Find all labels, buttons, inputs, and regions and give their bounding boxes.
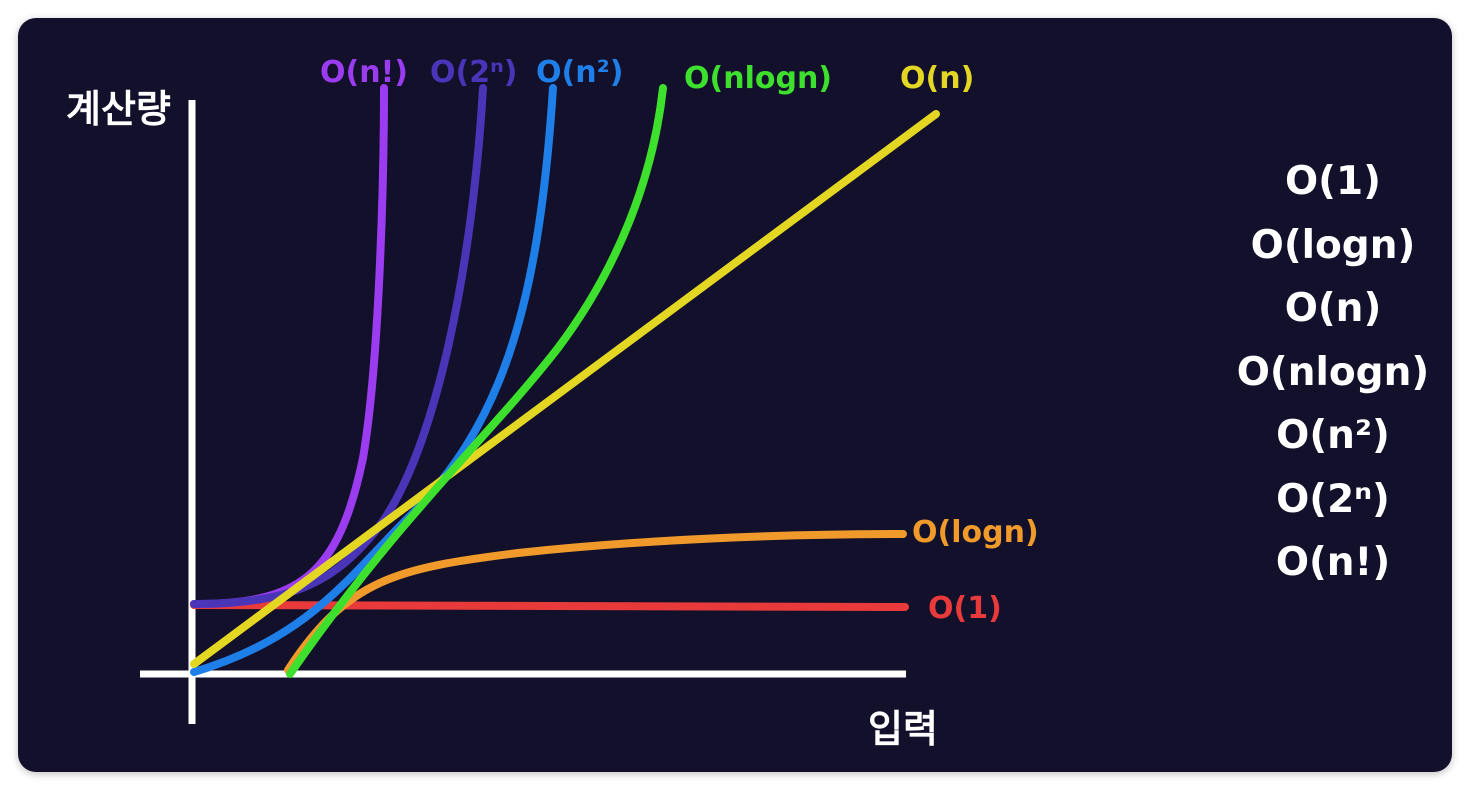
y-axis-title: 계산량 [66,87,171,131]
curve-on [190,84,388,608]
curve-label-onlogn: O(nlogn) [684,61,832,96]
curve-group [190,84,940,678]
rank-item-5: O(n²) [1276,413,1390,458]
curve-label-on: O(n!) [320,55,408,90]
rank-item-6: O(2ⁿ) [1276,476,1390,522]
curve-label-ologn: O(logn) [912,515,1039,550]
x-axis-title: 입력 [868,707,938,751]
curve-label-o2: O(2ⁿ) [430,55,517,90]
rank-item-3: O(n) [1284,286,1382,331]
complexity-ranking-list: O(1) O(logn) O(n) O(nlogn) O(n²) O(2ⁿ) O… [1218,150,1448,595]
curve-o1 [190,601,909,611]
curve-label-o1: O(1) [928,591,1002,626]
curve-onlogn [286,84,667,678]
rank-item-7: O(n!) [1275,540,1391,585]
chart-frame: O(1) O(logn) O(n!) O(2ⁿ) O(n²) O(n) O(nlogn) 계… [18,18,1452,772]
curve-label-on: O(n²) [536,55,623,90]
rank-item-4: O(nlogn) [1236,349,1430,395]
curve-label-group: O(1) O(logn) O(n!) O(2ⁿ) O(n²) O(n) O(nlogn) [320,55,1039,626]
curve-label-on: O(n) [900,61,974,96]
rank-item-2: O(logn) [1250,222,1416,268]
curve-on [190,110,940,668]
rank-item-1: O(1) [1285,159,1381,204]
curve-ologn [284,530,907,674]
complexity-chart: O(1) O(logn) O(n!) O(2ⁿ) O(n²) O(n) O(nlogn) 계… [66,55,1039,751]
